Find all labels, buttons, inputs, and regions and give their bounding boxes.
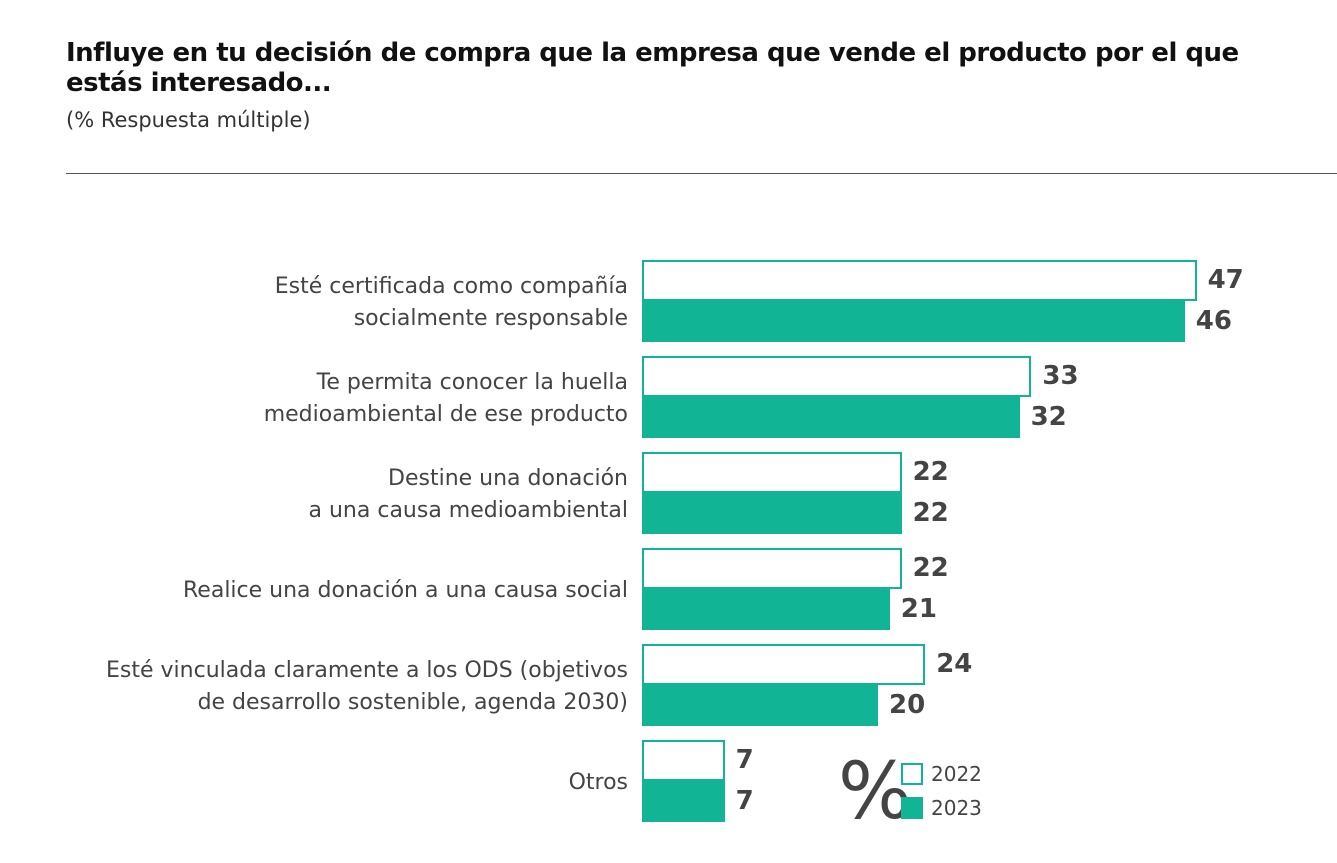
category-label: Esté certificada como compañía <box>274 274 628 299</box>
data-label-2022: 24 <box>936 649 973 679</box>
data-label-2023: 7 <box>735 786 754 816</box>
bar-2023 <box>642 397 1020 438</box>
data-label-2022: 22 <box>912 457 949 487</box>
legend-swatch-2023 <box>901 797 923 819</box>
category-label: a una causa medioambiental <box>308 498 628 523</box>
category-label: medioambiental de ese producto <box>263 402 628 427</box>
legend-swatch-2022 <box>901 763 923 785</box>
category-label: socialmente responsable <box>353 306 628 331</box>
data-label-2023: 22 <box>912 498 949 528</box>
percent-symbol: % <box>838 747 913 837</box>
title-divider <box>66 173 1337 174</box>
bar-2022 <box>642 644 926 685</box>
category-label: Te permita conocer la huella <box>316 370 628 395</box>
category-label: de desarrollo sostenible, agenda 2030) <box>197 690 628 715</box>
data-label-2023: 46 <box>1195 306 1232 336</box>
data-label-2023: 32 <box>1030 402 1067 432</box>
legend-label-2023: 2023 <box>931 796 982 820</box>
legend-label-2022: 2022 <box>931 762 982 786</box>
chart-subtitle: (% Respuesta múltiple) <box>66 108 311 132</box>
data-label-2023: 20 <box>889 690 926 720</box>
data-label-2022: 22 <box>912 553 949 583</box>
bar-2023 <box>642 685 878 726</box>
bar-2022 <box>642 452 902 493</box>
bar-2022 <box>642 740 725 781</box>
data-label-2023: 21 <box>900 594 937 624</box>
data-label-2022: 7 <box>735 745 754 775</box>
category-label: Destine una donación <box>388 466 628 491</box>
category-label: Realice una donación a una causa social <box>183 578 628 603</box>
category-label: Otros <box>568 770 628 795</box>
bar-2022 <box>642 548 902 589</box>
category-label: Esté vinculada claramente a los ODS (obj… <box>106 658 628 683</box>
bar-2022 <box>642 356 1032 397</box>
bar-2022 <box>642 260 1197 301</box>
bar-2023 <box>642 301 1185 342</box>
bar-2023 <box>642 493 902 534</box>
bar-2023 <box>642 589 890 630</box>
data-label-2022: 33 <box>1042 361 1079 391</box>
bar-2023 <box>642 781 725 822</box>
chart-title: Influye en tu decisión de compra que la … <box>66 38 1239 98</box>
data-label-2022: 47 <box>1207 265 1244 295</box>
